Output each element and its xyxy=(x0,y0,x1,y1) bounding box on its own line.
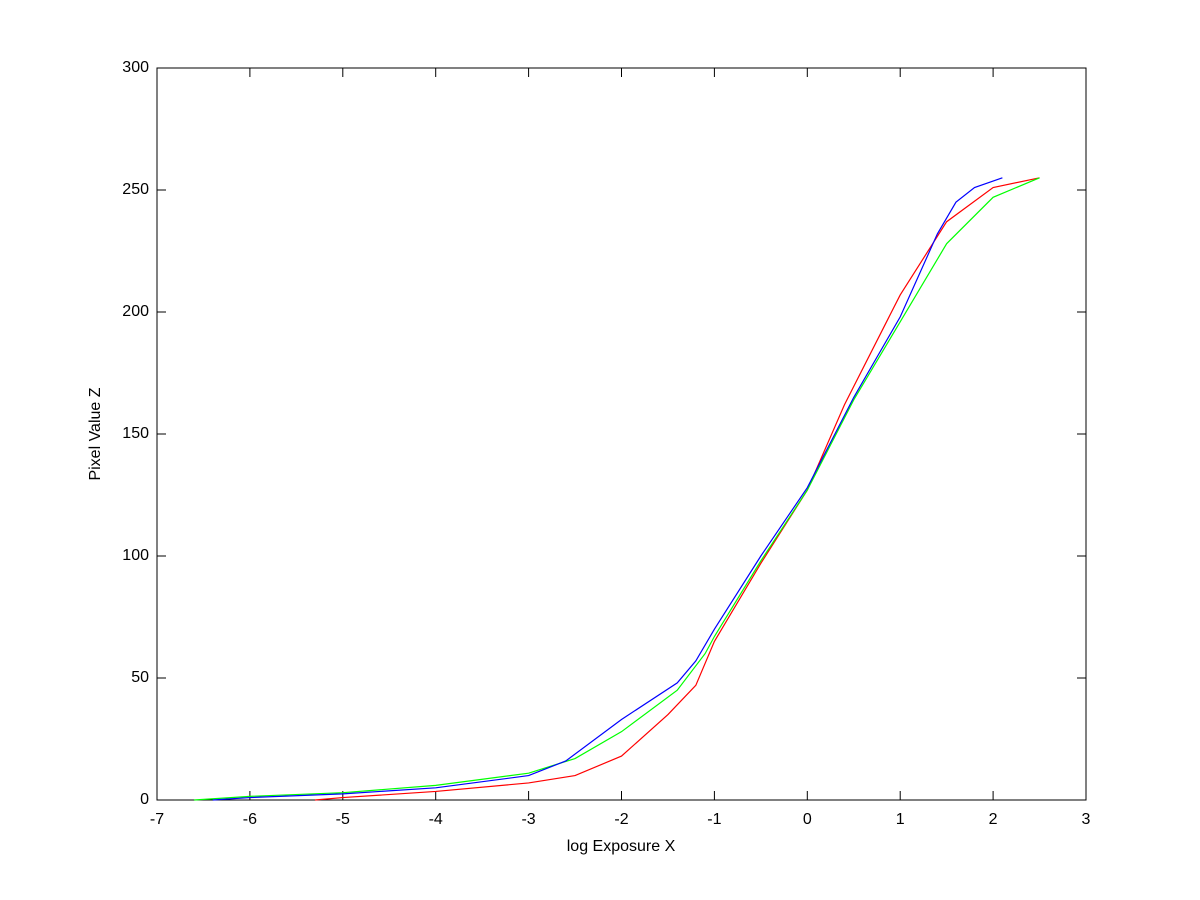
x-tick-label: 1 xyxy=(896,811,905,828)
x-tick-label: -4 xyxy=(429,811,443,828)
y-tick-label: 200 xyxy=(122,303,149,320)
y-tick-label: 50 xyxy=(131,669,149,686)
x-tick-label: -7 xyxy=(150,811,164,828)
x-tick-label: -6 xyxy=(243,811,257,828)
x-tick-label: -3 xyxy=(521,811,535,828)
line-series xyxy=(212,177,1003,801)
y-axis-label: Pixel Value Z xyxy=(87,387,104,480)
y-tick-label: 100 xyxy=(122,547,149,564)
x-tick-label: 3 xyxy=(1082,811,1091,828)
x-axis-label: log Exposure X xyxy=(567,838,676,855)
x-tick-label: -5 xyxy=(336,811,350,828)
y-tick-label: 250 xyxy=(122,181,149,198)
x-tick-label: -1 xyxy=(707,811,721,828)
y-tick-label: 300 xyxy=(122,59,149,76)
x-tick-label: 2 xyxy=(989,811,998,828)
x-tick-label: -2 xyxy=(614,811,628,828)
y-tick-label: 150 xyxy=(122,425,149,442)
x-tick-label: 0 xyxy=(803,811,812,828)
line-series xyxy=(194,177,1040,801)
plot-frame xyxy=(156,67,1087,801)
y-tick-label: 0 xyxy=(140,791,149,808)
line-series xyxy=(314,177,1040,801)
